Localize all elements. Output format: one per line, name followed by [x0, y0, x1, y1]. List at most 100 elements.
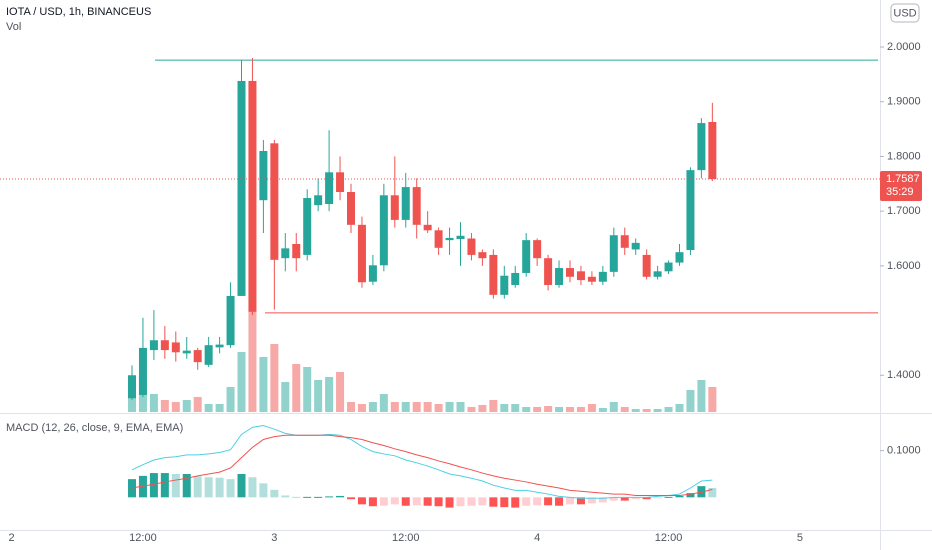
candle-body	[303, 198, 312, 255]
candle-body	[467, 238, 476, 255]
candle-body	[511, 272, 520, 285]
last-price-label: 1.7587	[886, 173, 920, 185]
candle-body	[620, 235, 629, 248]
candle-body	[445, 237, 454, 241]
volume-bar	[576, 407, 585, 412]
macd-histogram-bar	[664, 496, 673, 498]
volume-bar	[182, 400, 191, 412]
macd-histogram-bar	[598, 497, 607, 503]
candle-body	[226, 295, 235, 346]
y-tick-label: 1.9000	[887, 96, 921, 108]
x-tick-label: 12:00	[129, 532, 157, 544]
chart-title: IOTA / USD, 1h, BINANCEUS	[6, 6, 151, 18]
candle-body	[390, 195, 399, 220]
macd-histogram-bar	[587, 497, 596, 504]
macd-histogram-bar	[204, 477, 213, 498]
macd-histogram-bar	[478, 497, 487, 506]
candle-body	[128, 375, 136, 399]
candle-body	[533, 240, 542, 259]
macd-histogram-bar	[434, 497, 443, 507]
volume-bar	[259, 357, 268, 412]
candle-body	[576, 271, 585, 281]
candle-body	[522, 240, 531, 273]
last-price-box	[880, 171, 922, 202]
macd-histogram-bar	[226, 479, 235, 498]
currency-button[interactable]	[890, 3, 920, 23]
macd-histogram-bar	[489, 497, 498, 507]
macd-histogram-bar	[555, 497, 564, 506]
volume-bar	[160, 400, 169, 412]
volume-bar	[708, 387, 717, 412]
macd-histogram-bar	[149, 473, 158, 498]
macd-histogram-bar	[303, 496, 312, 498]
volume-bar	[697, 380, 706, 412]
volume-bar	[609, 402, 618, 412]
candle-body	[697, 123, 706, 171]
volume-bar	[357, 404, 366, 412]
volume-bar	[555, 407, 564, 412]
macd-histogram-bar	[609, 497, 618, 501]
volume-bar	[171, 402, 180, 412]
currency[interactable]: USD	[893, 7, 916, 19]
volume-bar	[368, 402, 377, 412]
volume-bar	[204, 404, 213, 412]
macd-histogram-bar	[401, 497, 410, 506]
volume-bar	[149, 394, 158, 412]
candle-body	[566, 268, 574, 277]
candle-body	[292, 243, 301, 259]
volume-bar	[303, 367, 312, 412]
candle-body	[708, 121, 717, 180]
candle-body	[423, 224, 432, 231]
macd-histogram-bar	[566, 497, 574, 505]
volume-bar	[248, 310, 257, 412]
x-tick-label: 4	[534, 532, 540, 544]
volume-bar	[522, 407, 531, 412]
candle-body	[182, 350, 191, 354]
macd-histogram-bar	[292, 496, 301, 498]
candle-body	[653, 271, 662, 277]
volume-bar	[642, 409, 651, 412]
macd-histogram-bar	[248, 477, 257, 498]
macd-histogram-bar	[653, 497, 662, 499]
x-tick-label: 5	[797, 532, 803, 544]
volume-bar	[489, 400, 498, 412]
macd-histogram-bar	[314, 496, 323, 498]
macd-histogram-bar	[336, 495, 345, 498]
candle-body	[686, 170, 695, 250]
volume-bar	[456, 402, 465, 412]
volume-bar	[675, 404, 684, 412]
candle-body	[401, 187, 410, 220]
macd-histogram-bar	[631, 497, 640, 500]
volume-bar	[412, 402, 421, 412]
candle-body	[336, 172, 345, 193]
candle-body	[456, 235, 465, 240]
macd-line	[131, 424, 713, 499]
countdown: 35:29	[886, 186, 914, 198]
macd-histogram-bar	[357, 497, 366, 505]
candle-body	[642, 254, 651, 277]
macd-histogram-bar	[533, 497, 542, 506]
macd-histogram-bar	[368, 497, 377, 507]
signal-line	[131, 434, 713, 496]
macd-histogram-bar	[182, 474, 191, 498]
macd-histogram-bar	[237, 474, 246, 498]
x-tick-label: 3	[271, 532, 277, 544]
volume-bar	[215, 404, 224, 412]
volume-bar	[544, 406, 553, 412]
volume-bar	[587, 404, 596, 412]
volume-bar	[533, 407, 542, 412]
macd-histogram-bar	[259, 483, 268, 498]
macd-histogram-bar	[445, 497, 454, 508]
volume-bar	[390, 402, 399, 412]
volume-bar	[347, 402, 355, 412]
candle-body	[314, 195, 323, 206]
macd-histogram-bar	[522, 497, 531, 506]
volume-bar	[445, 402, 454, 412]
macd-histogram-bar	[708, 488, 717, 498]
candle-body	[281, 248, 290, 259]
y-tick-label: 2.0000	[887, 41, 921, 53]
volume-bar	[653, 409, 662, 412]
candle-body	[149, 340, 158, 351]
candle-body	[270, 143, 279, 260]
